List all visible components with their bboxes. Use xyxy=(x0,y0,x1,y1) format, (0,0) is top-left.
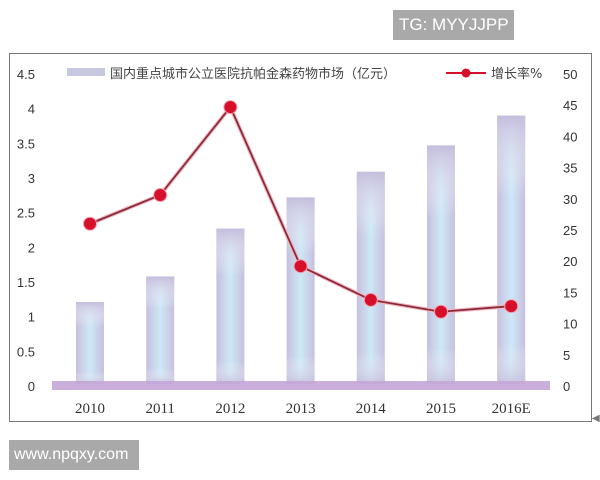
x-axis-label: 2014 xyxy=(356,401,387,417)
right-axis-tick: 45 xyxy=(563,98,577,113)
right-axis-tick: 20 xyxy=(563,254,577,269)
x-axis-labels: 2010 2011 2012 2013 2014 2015 2016E xyxy=(75,401,531,417)
bar-shade xyxy=(497,115,526,384)
line-marker xyxy=(363,292,378,307)
x-axis-label: 2015 xyxy=(426,401,456,417)
bar-shade xyxy=(216,228,245,384)
left-axis-tick: 0 xyxy=(28,379,35,394)
bar-shade xyxy=(146,276,175,384)
x-axis-label: 2016E xyxy=(492,401,531,417)
right-axis-tick: 50 xyxy=(563,67,577,82)
right-axis-tick: 30 xyxy=(563,192,577,207)
right-axis-tick: 35 xyxy=(563,161,577,176)
x-axis-label: 2011 xyxy=(145,401,174,417)
legend-line-label: 增长率% xyxy=(491,66,542,82)
line-marker xyxy=(293,259,308,274)
line-marker xyxy=(504,299,519,314)
right-axis-tick: 0 xyxy=(563,379,570,394)
watermark-top: TG: MYYJJPP xyxy=(393,10,514,40)
line-marker xyxy=(434,304,448,319)
right-axis-ticks: 0 5 10 15 20 25 30 35 40 45 50 xyxy=(563,67,577,394)
legend: 国内重点城市公立医院抗帕金森药物市场（亿元） 增长率% xyxy=(67,66,542,82)
left-axis-tick: 1 xyxy=(28,310,35,325)
legend-bar-swatch xyxy=(67,68,105,76)
right-axis-tick: 10 xyxy=(563,317,577,332)
right-axis-tick: 5 xyxy=(563,348,570,363)
line-marker xyxy=(153,188,168,203)
left-axis-tick: 2 xyxy=(28,240,35,255)
left-axis-tick: 3.5 xyxy=(17,136,35,151)
left-axis-tick: 4 xyxy=(28,102,35,117)
bar-series xyxy=(76,115,526,384)
bar-shade xyxy=(356,171,385,384)
right-axis-tick: 15 xyxy=(563,285,577,300)
bar-shade xyxy=(286,197,315,384)
x-axis-label: 2012 xyxy=(215,401,245,417)
legend-line-marker xyxy=(461,68,471,78)
left-axis-tick: 2.5 xyxy=(17,206,35,221)
left-axis-tick: 4.5 xyxy=(17,67,35,82)
left-axis-tick: 0.5 xyxy=(17,344,35,359)
line-marker xyxy=(223,100,238,115)
left-axis-tick: 3 xyxy=(28,171,35,186)
chart-floor xyxy=(52,381,550,390)
line-series xyxy=(83,100,519,319)
x-axis-label: 2010 xyxy=(75,401,105,417)
right-axis-tick: 40 xyxy=(563,129,577,144)
legend-bar-label: 国内重点城市公立医院抗帕金森药物市场（亿元） xyxy=(110,66,396,82)
x-axis-label: 2013 xyxy=(286,401,316,417)
watermark-bottom: www.npqxy.com xyxy=(9,440,139,470)
bar-shade xyxy=(76,302,104,384)
line-marker xyxy=(83,216,97,231)
arrow-icon: ◀ xyxy=(592,413,600,424)
left-axis-ticks: 0 0.5 1 1.5 2 2.5 3 3.5 4 4.5 xyxy=(17,67,35,394)
bar-shade xyxy=(427,145,455,384)
right-axis-tick: 25 xyxy=(563,223,577,238)
left-axis-tick: 1.5 xyxy=(17,275,35,290)
